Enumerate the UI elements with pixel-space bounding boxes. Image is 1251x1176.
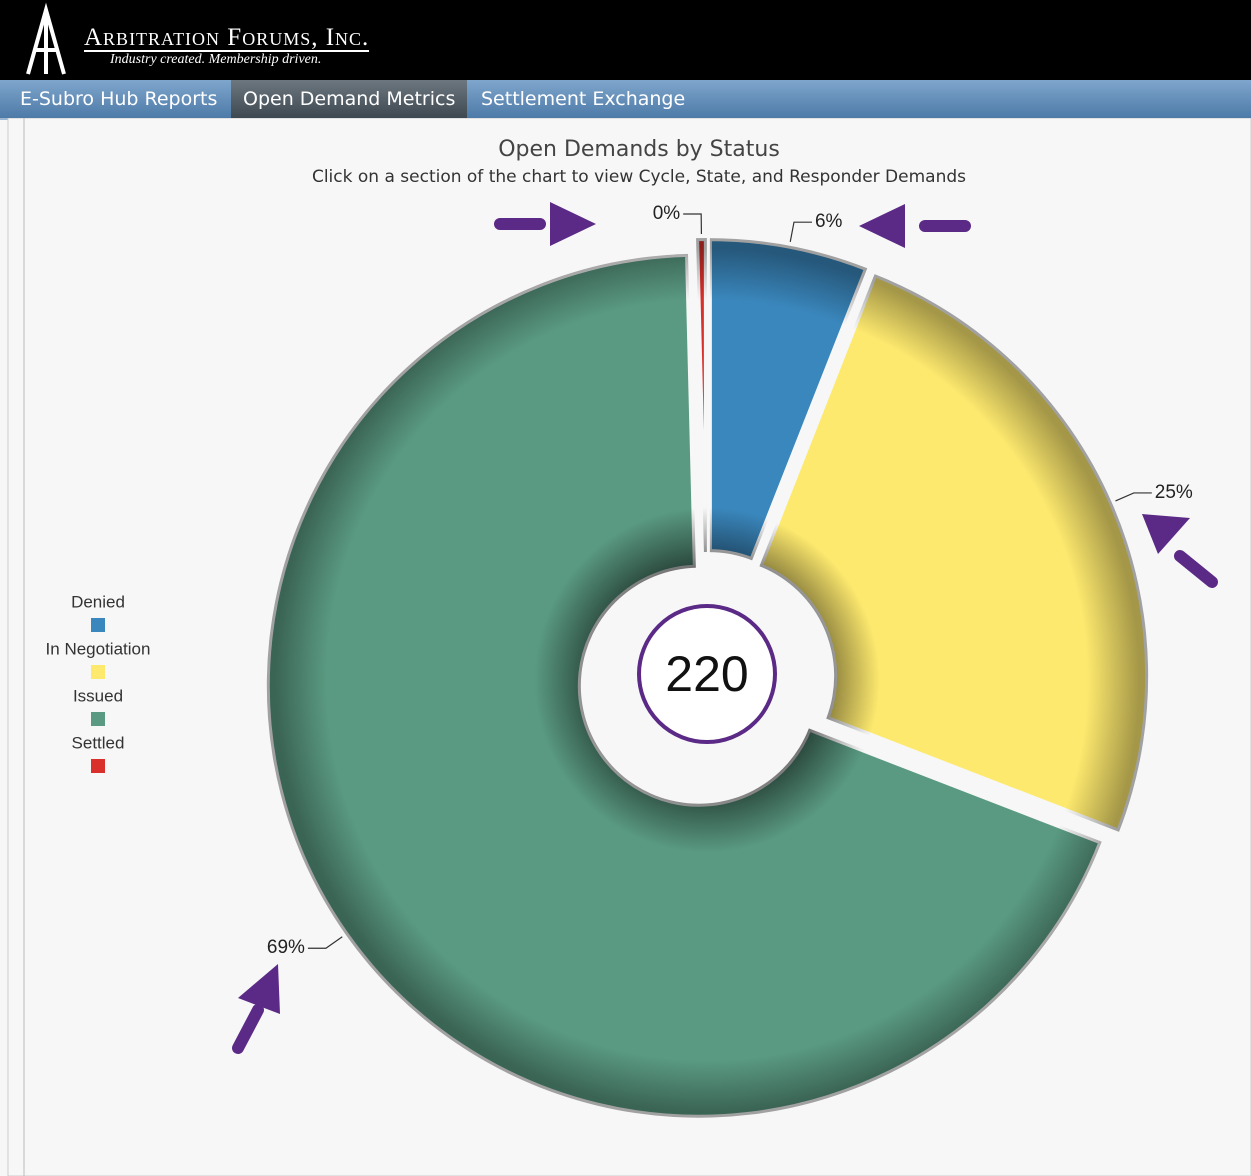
- arrows: [232, 202, 1218, 1054]
- leader-line: [683, 213, 703, 235]
- nav-tab[interactable]: Settlement Exchange: [481, 88, 686, 110]
- chart: Open Demands by Status Click on a sectio…: [7, 118, 1251, 1176]
- legend-swatch: [91, 618, 105, 632]
- chart-subtitle: Click on a section of the chart to view …: [312, 167, 966, 187]
- nav-tab[interactable]: E-Subro Hub Reports: [20, 88, 218, 110]
- legend-swatch: [91, 665, 105, 679]
- data-label: 25%: [1155, 482, 1193, 503]
- legend-label: Denied: [71, 592, 125, 611]
- legend-label: In Negotiation: [46, 639, 151, 658]
- brand: Arbitration Forums, Inc.: [84, 24, 370, 52]
- tagline: Industry created. Membership driven.: [110, 52, 322, 67]
- legend-label: Issued: [73, 686, 123, 705]
- logo: [26, 2, 66, 75]
- leader-line: [307, 936, 343, 949]
- data-label: 6%: [815, 211, 843, 232]
- header: Arbitration Forums, Inc. Industry create…: [0, 0, 1251, 80]
- nav-bar: E-Subro Hub Reports Open Demand Metrics Se…: [0, 80, 1251, 120]
- leader-line: [1115, 492, 1152, 502]
- total-highlight: [637, 604, 777, 744]
- chart-title: Open Demands by Status: [498, 137, 780, 162]
- legend-swatch: [91, 712, 105, 726]
- legend-label: Settled: [72, 733, 125, 752]
- data-label: 0%: [653, 203, 681, 224]
- legend-swatch: [91, 759, 105, 773]
- total: 220: [665, 646, 748, 702]
- nav-tab[interactable]: Open Demand Metrics: [231, 80, 468, 118]
- data-label: 69%: [267, 937, 305, 958]
- leader-line: [789, 221, 812, 242]
